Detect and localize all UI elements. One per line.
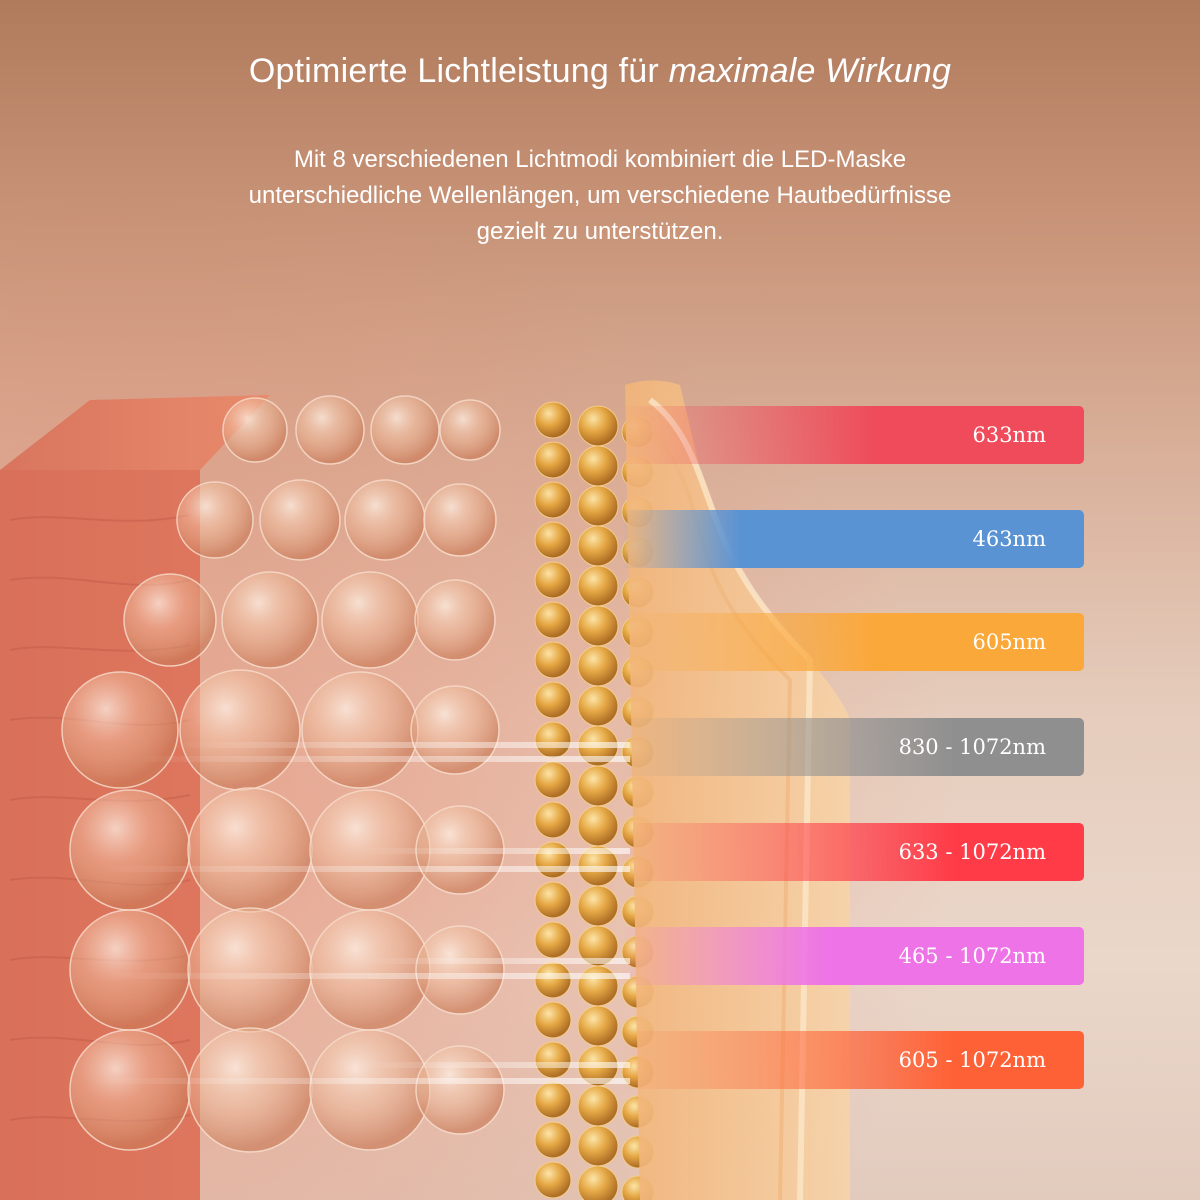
golden-cell [534,561,572,599]
golden-cell [534,881,572,919]
golden-cell [577,805,619,847]
golden-cell [534,801,572,839]
golden-cell [534,761,572,799]
golden-cell [534,481,572,519]
wavelength-band: 830 - 1072nm [620,718,1084,776]
wavelength-band: 605nm [620,613,1084,671]
golden-cell [577,565,619,607]
cell-bubble [410,685,500,775]
golden-cell [577,445,619,487]
cell-bubble [69,789,191,911]
golden-cell [577,1165,619,1200]
wavelength-label: 830 - 1072nm [898,735,1046,759]
wavelength-label: 633 - 1072nm [898,840,1046,864]
golden-cell [534,1001,572,1039]
cell-bubble [309,909,431,1031]
golden-cell [534,641,572,679]
cell-bubble [415,925,505,1015]
description-line: unterschiedliche Wellenlängen, um versch… [248,182,952,209]
headline: Optimierte Lichtleistung für maximale Wi… [0,52,1200,91]
cell-bubble [176,481,254,559]
golden-cell [577,605,619,647]
cell-bubble [179,669,301,791]
cell-bubble [415,1045,505,1135]
cell-bubble [69,1029,191,1151]
golden-cell [534,521,572,559]
golden-cell [534,961,572,999]
wavelength-label: 633nm [972,423,1046,447]
golden-cell [534,401,572,439]
wavelength-label: 463nm [972,527,1046,551]
cell-bubbles [61,395,505,1153]
cell-bubble [301,671,419,789]
cell-bubble [222,397,288,463]
cell-bubble [414,579,496,661]
golden-cell [534,601,572,639]
description: Mit 8 verschiedenen Lichtmodi kombiniert… [150,142,1050,250]
cell-bubble [187,787,313,913]
cell-bubble [61,671,179,789]
cell-bubble [295,395,365,465]
golden-cell [577,645,619,687]
golden-cell [534,441,572,479]
golden-cell [577,685,619,727]
golden-cell [534,1081,572,1119]
cell-bubble [423,483,497,557]
wavelength-band: 465 - 1072nm [620,927,1084,985]
golden-cell [534,681,572,719]
golden-cell [577,1085,619,1127]
headline-emphasis: maximale Wirkung [668,52,952,90]
light-rays [90,742,630,1084]
wavelength-band: 463nm [620,510,1084,568]
wavelength-label: 605 - 1072nm [898,1048,1046,1072]
cell-bubble [187,1027,313,1153]
wavelength-band: 605 - 1072nm [620,1031,1084,1089]
golden-cell [577,1005,619,1047]
cell-bubble [321,571,419,669]
golden-cell [534,841,572,879]
wavelength-label: 465 - 1072nm [898,944,1046,968]
golden-cell [577,885,619,927]
headline-text: Optimierte Lichtleistung für [248,52,659,90]
golden-cell [534,1041,572,1079]
golden-cell [534,1161,572,1199]
cell-bubble [259,479,341,561]
cell-bubble [187,907,313,1033]
golden-cell [577,965,619,1007]
golden-cell [577,405,619,447]
cell-bubble [309,1029,431,1151]
wavelength-band: 633 - 1072nm [620,823,1084,881]
description-line: gezielt zu unterstützen. [476,218,724,245]
description-line: Mit 8 verschiedenen Lichtmodi kombiniert… [293,146,907,173]
cell-bubble [370,395,440,465]
cell-bubble [439,399,501,461]
wavelength-label: 605nm [972,630,1046,654]
cell-bubble [69,909,191,1031]
golden-cell [534,1121,572,1159]
cell-bubble [123,573,217,667]
golden-cell [577,525,619,567]
golden-cell [534,721,572,759]
golden-cell [577,1125,619,1167]
golden-cell [577,765,619,807]
cell-bubble [221,571,319,669]
cell-bubble [344,479,426,561]
wavelength-band: 633nm [620,406,1084,464]
golden-cell [534,921,572,959]
golden-cell [577,485,619,527]
